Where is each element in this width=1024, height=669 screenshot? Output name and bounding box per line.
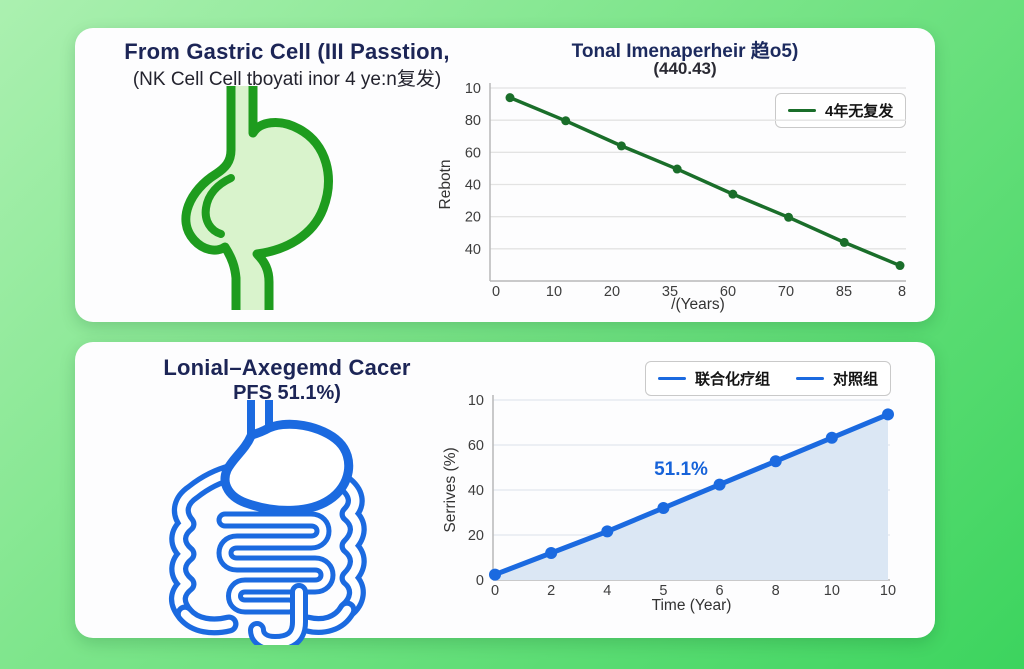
survival-area-chart: 10 60 40 20 00 2 4 5 6 8 10 10 Time (Year) Serrives (… [442,393,896,614]
colorectal-panel-title: Lonial–Axegemd Cacer [163,355,411,380]
svg-text:/(Years): /(Years) [671,296,725,313]
stomach-outline [220,400,354,515]
svg-text:6: 6 [716,583,724,599]
svg-text:60: 60 [465,145,481,161]
svg-text:10: 10 [468,393,484,409]
intestine-icon [169,400,367,645]
colorectal-panel: Lonial–Axegemd Cacer PFS 51.1%) [75,342,935,645]
gastric-chart-subtitle: (440.43) [653,59,717,78]
green-line-swatch [788,108,816,113]
svg-text:10: 10 [880,583,896,599]
legend-label: 4年无复发 [825,103,894,120]
svg-text:70: 70 [778,284,794,300]
svg-text:80: 80 [465,113,481,129]
svg-text:0: 0 [491,583,499,599]
svg-text:5: 5 [659,583,667,599]
blue-line-swatch [658,376,686,381]
stomach-body [181,86,333,310]
svg-text:0: 0 [492,284,500,300]
svg-text:40: 40 [468,483,484,499]
svg-text:10: 10 [824,583,840,599]
legend-item: 联合化疗组 [658,368,770,389]
svg-text:60: 60 [720,284,736,300]
svg-text:40: 40 [465,242,481,258]
svg-text:35: 35 [662,284,678,300]
rectum [248,583,308,645]
svg-text:Time (Year): Time (Year) [652,597,732,614]
svg-text:10: 10 [546,284,562,300]
svg-text:20: 20 [468,528,484,544]
colorectal-panel-subtitle: PFS 51.1%) [233,382,341,404]
legend-label: 联合化疗组 [695,371,771,388]
gastric-panel: From Gastric Cell (III Passtion, (NK Cel… [75,28,935,322]
survival-chart-legend: 联合化疗组 对照组 [645,361,892,396]
svg-text:Serrives (%): Serrives (%) [442,447,459,532]
survival-rate-annotation: 51.1% [654,459,708,480]
svg-text:20: 20 [465,210,481,226]
svg-text:10: 10 [465,81,481,97]
svg-text:8: 8 [772,583,780,599]
svg-text:60: 60 [468,438,484,454]
gastric-chart-title: Tonal Imenaperheir 趋o5) [571,41,799,62]
svg-text:Rebotn: Rebotn [437,160,454,210]
stomach-icon [181,86,333,310]
gastric-panel-subtitle: (NK Cell Cell tboyati inor 4 ye:n复发) [132,69,442,90]
svg-text:85: 85 [836,284,852,300]
svg-text:40: 40 [465,178,481,194]
svg-text:20: 20 [604,284,620,300]
blue-line-swatch [796,376,825,381]
gastric-chart-legend: 4年无复发 [775,93,907,128]
small-intestine-coils [216,511,336,615]
recurrence-line-chart: 10 80 60 40 20 40 0 10 20 35 60 70 85 8 /(Years) Rebotn [437,81,906,313]
legend-item: 对照组 [796,368,878,389]
stomach-fold [201,174,235,238]
svg-text:2: 2 [547,583,555,599]
svg-text:4: 4 [603,583,611,599]
svg-text:0: 0 [476,573,484,589]
legend-label: 对照组 [833,371,879,388]
svg-text:8: 8 [898,284,906,300]
gastric-panel-title: From Gastric Cell (III Passtion, [124,39,450,64]
legend-item: 4年无复发 [788,100,893,121]
